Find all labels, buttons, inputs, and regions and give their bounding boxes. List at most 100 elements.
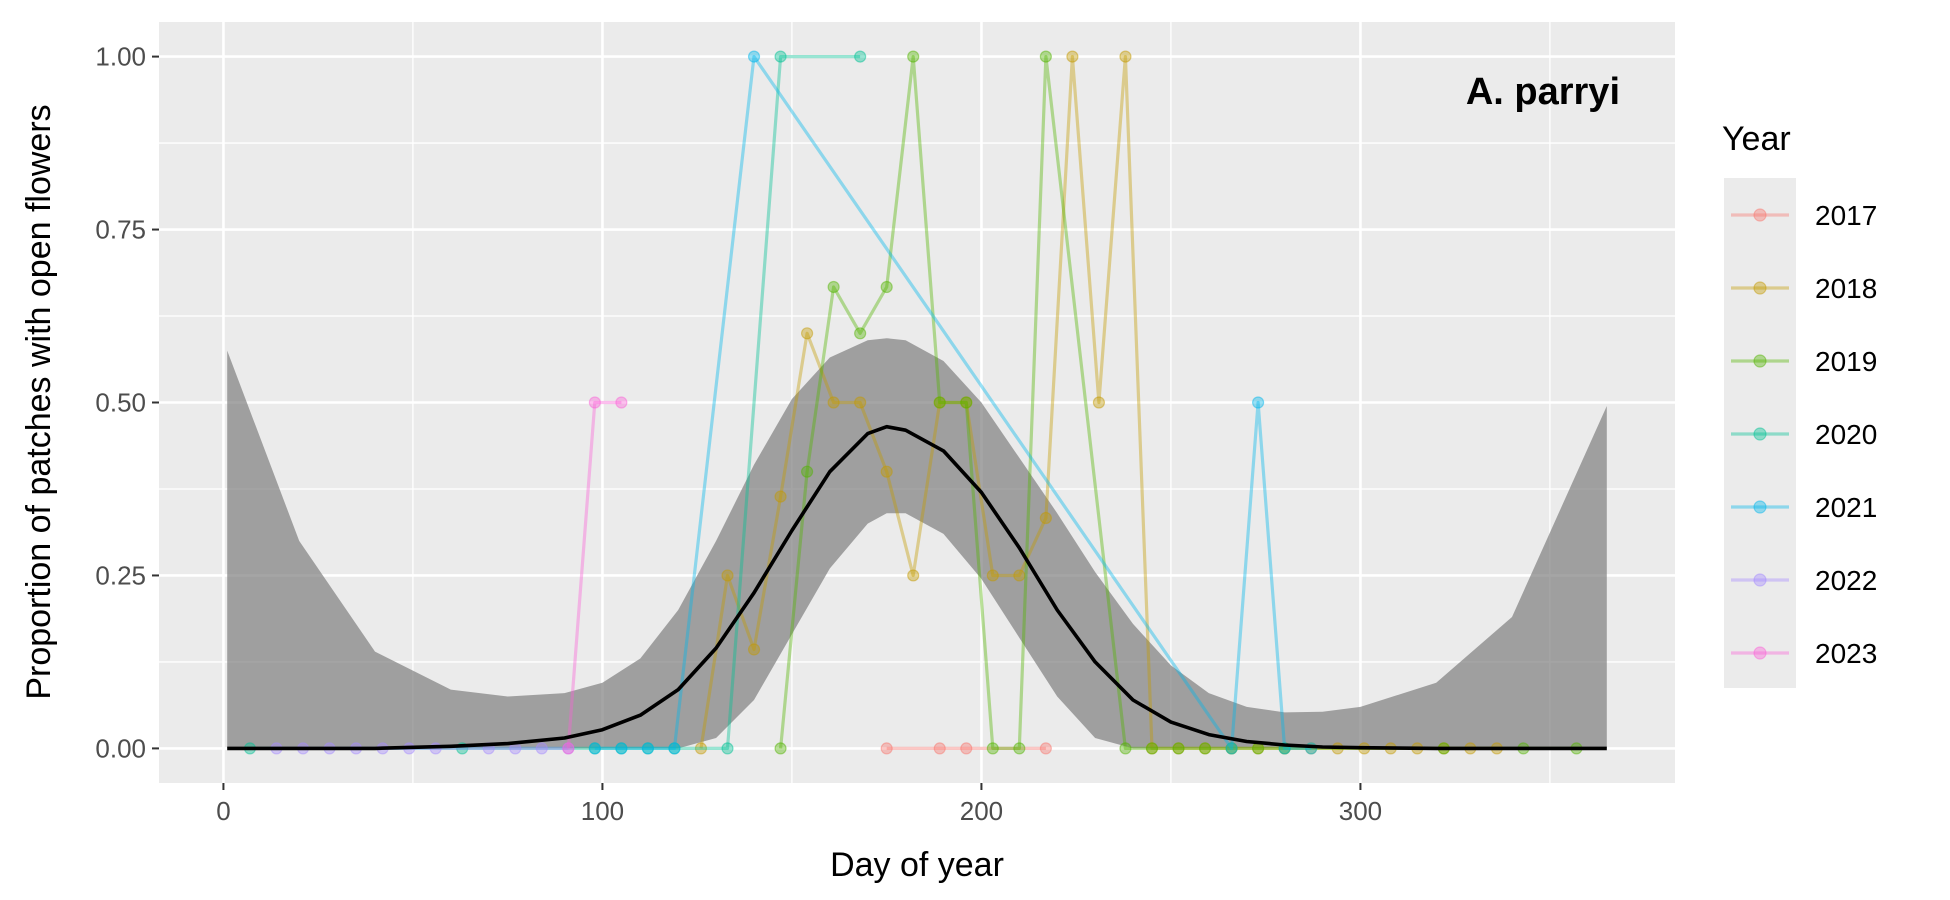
legend-key-point bbox=[1753, 208, 1767, 222]
data-point-2017 bbox=[933, 742, 946, 755]
data-point-2019 bbox=[1172, 742, 1185, 755]
legend-label: 2023 bbox=[1815, 638, 1877, 669]
data-point-2018 bbox=[907, 569, 920, 582]
data-point-2020 bbox=[854, 50, 867, 63]
data-point-2018 bbox=[800, 327, 814, 340]
data-point-2018 bbox=[1066, 50, 1079, 63]
axis-ticks bbox=[152, 55, 1362, 790]
data-point-2018 bbox=[1225, 742, 1238, 755]
series-2020 bbox=[243, 50, 867, 755]
legend-label: 2018 bbox=[1815, 273, 1877, 304]
data-point-2018 bbox=[721, 569, 734, 582]
data-point-2021 bbox=[1225, 742, 1238, 755]
legend-item-2018: 2018 bbox=[1731, 273, 1877, 304]
data-point-2023 bbox=[615, 396, 628, 409]
fit-confidence-band bbox=[227, 338, 1607, 749]
data-point-2018 bbox=[1198, 742, 1212, 755]
legend-item-2019: 2019 bbox=[1731, 346, 1877, 377]
y-tick-label: 1.00 bbox=[95, 42, 146, 72]
data-point-2020 bbox=[588, 742, 601, 755]
confidence-band bbox=[227, 338, 1607, 749]
data-point-2019 bbox=[827, 280, 840, 294]
data-point-2023 bbox=[562, 742, 575, 755]
series-line-2021 bbox=[594, 54, 1312, 751]
data-point-2019 bbox=[1039, 50, 1052, 63]
legend-key-background bbox=[1724, 178, 1796, 688]
y-tick-label: 0.25 bbox=[95, 560, 146, 590]
y-tick-label: 0.00 bbox=[95, 733, 146, 763]
data-point-2020 bbox=[668, 742, 681, 755]
legend: Year 2017 2018 2019 2020 2021 2022 2023 bbox=[1722, 120, 1877, 688]
series-2023 bbox=[562, 396, 628, 755]
series-2019 bbox=[774, 50, 1583, 755]
data-point-2020 bbox=[774, 50, 787, 63]
fit-curve bbox=[227, 424, 1607, 751]
legend-item-2017: 2017 bbox=[1731, 200, 1877, 231]
x-tick-label: 100 bbox=[581, 796, 624, 826]
data-point-2019 bbox=[986, 742, 999, 755]
data-point-2018 bbox=[1092, 396, 1106, 409]
data-point-2018 bbox=[1119, 50, 1132, 63]
data-point-2020 bbox=[721, 742, 734, 755]
x-axis-title: Day of year bbox=[830, 846, 1004, 884]
data-point-2018 bbox=[960, 396, 973, 409]
data-point-2017 bbox=[960, 742, 973, 755]
data-point-2021 bbox=[1251, 396, 1265, 409]
data-point-2019 bbox=[1198, 742, 1212, 755]
data-point-2022 bbox=[562, 742, 575, 755]
data-point-2019 bbox=[854, 327, 867, 340]
series-2017 bbox=[880, 742, 1052, 755]
series-line-2019 bbox=[779, 54, 1577, 751]
legend-key-point bbox=[1753, 427, 1767, 441]
legend-label: 2017 bbox=[1815, 200, 1877, 231]
data-point-2019 bbox=[1225, 742, 1238, 755]
data-point-2018 bbox=[986, 569, 999, 582]
data-point-2019 bbox=[774, 742, 787, 755]
data-point-2019 bbox=[1013, 742, 1026, 755]
data-point-2019 bbox=[800, 465, 814, 478]
legend-label: 2019 bbox=[1815, 346, 1877, 377]
data-point-2019 bbox=[1119, 742, 1132, 755]
data-point-2021 bbox=[641, 742, 655, 755]
data-point-2019 bbox=[933, 396, 946, 409]
legend-item-2022: 2022 bbox=[1731, 565, 1877, 596]
fit-curve-layer bbox=[227, 424, 1607, 751]
data-point-2018 bbox=[1145, 742, 1159, 755]
data-point-2018 bbox=[1013, 569, 1026, 582]
legend-key-point bbox=[1753, 500, 1767, 514]
data-point-2018 bbox=[1172, 742, 1185, 755]
data-point-2021 bbox=[615, 742, 628, 755]
plot-annotation: A. parryi bbox=[1466, 71, 1620, 113]
legend-label: 2021 bbox=[1815, 492, 1877, 523]
data-point-2019 bbox=[960, 396, 973, 409]
data-point-2017 bbox=[1039, 742, 1052, 755]
data-point-2018 bbox=[694, 742, 708, 755]
legend-key-point bbox=[1753, 354, 1767, 368]
data-point-2018 bbox=[747, 643, 761, 656]
data-point-2018 bbox=[827, 396, 840, 409]
data-point-2017 bbox=[880, 742, 893, 755]
data-point-2018 bbox=[774, 490, 787, 503]
data-point-2018 bbox=[1039, 511, 1052, 525]
data-point-2021 bbox=[747, 50, 761, 63]
legend-key-point bbox=[1753, 281, 1767, 295]
series-line-2023 bbox=[566, 400, 622, 749]
legend-item-2021: 2021 bbox=[1731, 492, 1877, 523]
data-point-2022 bbox=[535, 742, 548, 755]
y-tick-labels: 0.00 0.25 0.50 0.75 1.00 bbox=[95, 42, 146, 764]
legend-key-point bbox=[1753, 573, 1767, 587]
data-point-2019 bbox=[880, 280, 893, 294]
data-point-2019 bbox=[907, 50, 920, 63]
legend-label: 2020 bbox=[1815, 419, 1877, 450]
legend-item-2023: 2023 bbox=[1731, 638, 1877, 669]
data-point-2018 bbox=[880, 465, 893, 478]
data-point-2019 bbox=[1145, 742, 1159, 755]
legend-label: 2022 bbox=[1815, 565, 1877, 596]
data-point-2023 bbox=[588, 396, 601, 409]
data-point-2021 bbox=[588, 742, 601, 755]
data-point-2018 bbox=[933, 396, 946, 409]
legend-title: Year bbox=[1722, 120, 1791, 158]
y-tick-label: 0.75 bbox=[95, 215, 146, 245]
data-point-2020 bbox=[615, 742, 628, 755]
